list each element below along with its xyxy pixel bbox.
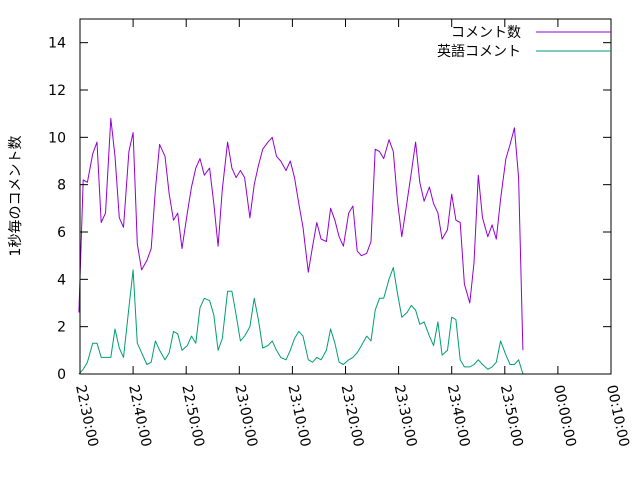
y-tick-label: 4 bbox=[57, 272, 66, 288]
y-tick-label: 8 bbox=[57, 178, 66, 194]
y-tick-label: 2 bbox=[57, 320, 66, 336]
legend-label-2: 英語コメント bbox=[437, 43, 521, 60]
series-line-1 bbox=[78, 117, 524, 351]
y-tick-label: 6 bbox=[57, 225, 66, 241]
legend-label-1: コメント数 bbox=[451, 25, 521, 41]
y-axis: 0 2 4 6 8 10 12 14 bbox=[48, 36, 611, 383]
y-tick-label: 12 bbox=[48, 83, 66, 99]
y-tick-label: 10 bbox=[48, 130, 66, 146]
y-tick-label: 14 bbox=[48, 36, 66, 52]
series-line-2 bbox=[78, 267, 524, 375]
y-tick-label: 0 bbox=[57, 367, 66, 383]
series-layer bbox=[78, 117, 524, 375]
y-axis-label: 1秒毎のコメント数 bbox=[8, 136, 24, 257]
